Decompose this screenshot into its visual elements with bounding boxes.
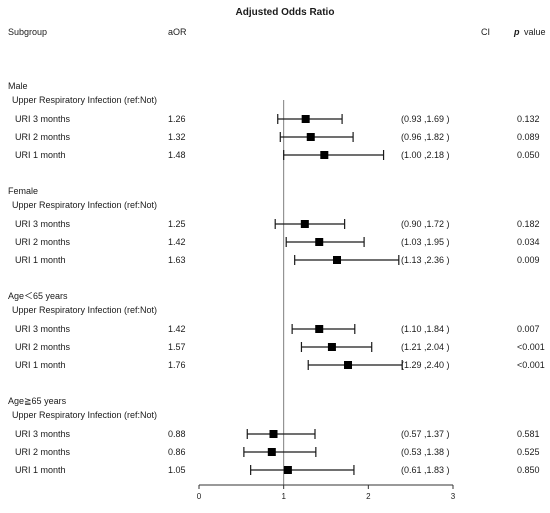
- row-p-value: 0.850: [517, 465, 540, 475]
- x-tick-label: 3: [451, 492, 456, 501]
- aor-point: [315, 325, 324, 333]
- x-axis: 0 1 2 3: [197, 484, 456, 501]
- row-ci-text: (0.57 ,1.37 ): [401, 429, 450, 439]
- aor-point: [269, 430, 278, 438]
- group-label: Male: [8, 81, 28, 91]
- aor-point: [301, 115, 310, 123]
- group-label: Female: [8, 186, 38, 196]
- row-p-value: 0.182: [517, 219, 540, 229]
- header-ci: CI: [481, 27, 490, 37]
- header-subgroup: Subgroup: [8, 27, 47, 37]
- group-label: Age≧65 years: [8, 396, 67, 406]
- group-sublabel: Upper Respiratory Infection (ref:Not): [12, 95, 157, 105]
- row-aor-value: 0.86: [168, 447, 186, 457]
- aor-point: [327, 343, 336, 351]
- row-aor-value: 1.63: [168, 255, 186, 265]
- header-p-word: value: [524, 27, 546, 37]
- row-label: URI 1 month: [15, 255, 66, 265]
- row-aor-value: 1.05: [168, 465, 186, 475]
- row-label: URI 3 months: [15, 219, 71, 229]
- aor-point: [306, 133, 315, 141]
- row-ci-text: (1.03 ,1.95 ): [401, 237, 450, 247]
- row-ci-text: (0.53 ,1.38 ): [401, 447, 450, 457]
- row-ci-text: (1.29 ,2.40 ): [401, 360, 450, 370]
- aor-point: [283, 466, 292, 474]
- aor-point: [267, 448, 276, 456]
- group-sublabel: Upper Respiratory Infection (ref:Not): [12, 200, 157, 210]
- row-ci-text: (0.96 ,1.82 ): [401, 132, 450, 142]
- x-tick-label: 0: [197, 492, 202, 501]
- row-aor-value: 1.32: [168, 132, 186, 142]
- row-aor-value: 1.48: [168, 150, 186, 160]
- row-aor-value: 1.57: [168, 342, 186, 352]
- group-label: Age＜65 years: [8, 291, 68, 301]
- row-aor-value: 1.26: [168, 114, 186, 124]
- row-p-value: 0.581: [517, 429, 540, 439]
- row-p-value: 0.009: [517, 255, 540, 265]
- row-p-value: 0.089: [517, 132, 540, 142]
- x-tick-label: 1: [281, 492, 286, 501]
- row-label: URI 3 months: [15, 324, 71, 334]
- chart-title: Adjusted Odds Ratio: [236, 7, 335, 18]
- aor-point: [315, 238, 324, 246]
- row-ci-text: (0.61 ,1.83 ): [401, 465, 450, 475]
- row-label: URI 2 months: [15, 342, 71, 352]
- row-p-value: 0.007: [517, 324, 540, 334]
- aor-point: [320, 151, 329, 159]
- row-ci-text: (1.10 ,1.84 ): [401, 324, 450, 334]
- row-aor-value: 0.88: [168, 429, 186, 439]
- row-label: URI 3 months: [15, 429, 71, 439]
- aor-point: [344, 361, 353, 369]
- row-p-value: <0.001: [517, 360, 545, 370]
- aor-point: [333, 256, 342, 264]
- row-aor-value: 1.76: [168, 360, 186, 370]
- row-p-value: 0.525: [517, 447, 540, 457]
- row-ci-text: (0.93 ,1.69 ): [401, 114, 450, 124]
- x-tick-label: 2: [366, 492, 371, 501]
- row-p-value: 0.050: [517, 150, 540, 160]
- row-label: URI 2 months: [15, 132, 71, 142]
- row-aor-value: 1.42: [168, 237, 186, 247]
- row-label: URI 1 month: [15, 465, 66, 475]
- group-sublabel: Upper Respiratory Infection (ref:Not): [12, 410, 157, 420]
- group-sublabel: Upper Respiratory Infection (ref:Not): [12, 305, 157, 315]
- row-ci-text: (1.13 ,2.36 ): [401, 255, 450, 265]
- rows-layer: Male Upper Respiratory Infection (ref:Not…: [8, 81, 545, 485]
- row-label: URI 2 months: [15, 237, 71, 247]
- row-p-value: 0.034: [517, 237, 540, 247]
- header-p-symbol: p: [513, 27, 520, 37]
- row-ci-text: (0.90 ,1.72 ): [401, 219, 450, 229]
- aor-point: [300, 220, 309, 228]
- row-label: URI 1 month: [15, 150, 66, 160]
- row-ci-text: (1.00 ,2.18 ): [401, 150, 450, 160]
- row-p-value: <0.001: [517, 342, 545, 352]
- row-label: URI 3 months: [15, 114, 71, 124]
- row-aor-value: 1.25: [168, 219, 186, 229]
- row-ci-text: (1.21 ,2.04 ): [401, 342, 450, 352]
- row-aor-value: 1.42: [168, 324, 186, 334]
- row-label: URI 1 month: [15, 360, 66, 370]
- row-p-value: 0.132: [517, 114, 540, 124]
- header-aor: aOR: [168, 27, 187, 37]
- row-label: URI 2 months: [15, 447, 71, 457]
